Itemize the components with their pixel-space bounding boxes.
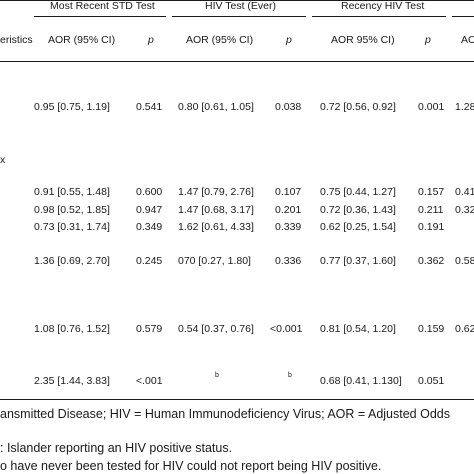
cell-row1-aor-std: 0.91 [0.55, 1.48] (34, 186, 110, 198)
col-header-p-1: p (148, 34, 154, 46)
spanner-rule-aor (452, 16, 474, 17)
spanner-rule-hiv-ever (172, 16, 306, 17)
cell-row3-p-std: 0.349 (136, 221, 163, 233)
cell-row4-aor-4: 0.58 (455, 255, 474, 267)
cell-row4-p-hiv: 0.336 (275, 255, 302, 267)
cell-row0-p-recency: 0.001 (418, 101, 445, 113)
cell-row6-p-recency: 0.051 (418, 375, 445, 387)
cell-row0-aor-4: 1.28 (455, 101, 474, 113)
cell-row5-aor-std: 1.08 [0.76, 1.52] (34, 323, 110, 335)
col-header-aor-1: AOR (95% CI) (48, 34, 116, 46)
cell-row1-p-std: 0.600 (136, 186, 163, 198)
cell-row0-aor-recency: 0.72 [0.56, 0.92] (320, 101, 396, 113)
cell-row3-p-recency: 0.191 (418, 221, 445, 233)
cell-row5-aor-hiv: 0.54 [0.37, 0.76] (178, 323, 254, 335)
cell-row2-aor-std: 0.98 [0.52, 1.85] (34, 204, 110, 216)
footnote-b: o have never been tested for HIV could n… (0, 459, 382, 473)
cell-row3-aor-recency: 0.62 [0.25, 1.54] (320, 221, 396, 233)
col-header-aor-4: AOR (461, 34, 474, 46)
cell-row4-p-recency: 0.362 (418, 255, 445, 267)
cell-row2-p-hiv: 0.201 (275, 204, 302, 216)
cell-row6-p-hiv-footnote-mark: b (288, 372, 292, 379)
col-header-p-3: p (425, 34, 431, 46)
cell-row5-p-hiv: <0.001 (270, 323, 303, 335)
table-top-rule (0, 0, 474, 1)
cell-row5-p-std: 0.579 (136, 323, 163, 335)
footnote-abbreviations: ansmitted Disease; HIV = Human Immunodef… (0, 407, 450, 421)
cell-row2-p-std: 0.947 (136, 204, 163, 216)
cell-row1-p-hiv: 0.107 (275, 186, 302, 198)
cell-row2-p-recency: 0.211 (418, 204, 444, 216)
cell-row6-aor-hiv-footnote-mark: b (215, 372, 219, 379)
table-bottom-rule (0, 399, 474, 400)
header-bottom-rule (0, 61, 474, 62)
cell-row0-aor-std: 0.95 [0.75, 1.19] (34, 101, 110, 113)
cell-row6-aor-std: 2.35 [1.44, 3.83] (34, 375, 110, 387)
cell-row4-aor-hiv: 070 [0.27, 1.80] (178, 255, 251, 267)
cell-row2-aor-4: 0.32 (455, 204, 474, 216)
cell-row1-aor-hiv: 1.47 [0.79, 2.76] (178, 186, 254, 198)
group-header-most-recent-std-test: Most Recent STD Test (50, 0, 155, 12)
cell-row4-p-std: 0.245 (136, 255, 163, 267)
cell-row0-aor-hiv: 0.80 [0.61, 1.05] (178, 101, 254, 113)
col-header-p-2: p (286, 34, 292, 46)
cell-row2-aor-hiv: 1.47 [0.68, 3.17] (178, 204, 254, 216)
cell-row6-p-std: <.001 (136, 375, 163, 387)
group-header-hiv-test-ever: HIV Test (Ever) (205, 0, 276, 12)
spanner-rule-std (34, 16, 166, 17)
cell-row5-p-recency: 0.159 (418, 323, 445, 335)
cell-row4-aor-recency: 0.77 [0.37, 1.60] (320, 255, 396, 267)
cell-row0-p-std: 0.541 (136, 101, 163, 113)
col-header-aor-2: AOR (95% CI) (186, 34, 254, 46)
stub-header: eristics (0, 34, 33, 46)
cell-row5-aor-4: 0.62 (455, 323, 474, 335)
col-header-aor-3: AOR 95% CI) (331, 34, 395, 46)
cell-row1-p-recency: 0.157 (418, 186, 445, 198)
cell-row4-aor-std: 1.36 [0.69, 2.70] (34, 255, 110, 267)
group-header-recency-hiv-test: Recency HIV Test (341, 0, 425, 12)
cell-row5-aor-recency: 0.81 [0.54, 1.20] (320, 323, 396, 335)
cell-row1-aor-recency: 0.75 [0.44, 1.27] (320, 186, 396, 198)
cell-row2-aor-recency: 0.72 [0.36, 1.43] (320, 204, 396, 216)
cell-row1-aor-4: 0.41 (455, 186, 474, 198)
footnote-a: : Islander reporting an HIV positive sta… (0, 441, 233, 455)
cell-row3-p-hiv: 0.339 (275, 221, 302, 233)
cell-row0-p-hiv: 0.038 (275, 101, 302, 113)
cell-row6-aor-recency: 0.68 [0.41, 1.130] (320, 375, 402, 387)
spanner-rule-recency (312, 16, 446, 17)
cell-row3-aor-hiv: 1.62 [0.61, 4.33] (178, 221, 254, 233)
cell-row3-aor-std: 0.73 [0.31, 1.74] (34, 221, 110, 233)
stub-label-fragment: x (0, 154, 6, 166)
